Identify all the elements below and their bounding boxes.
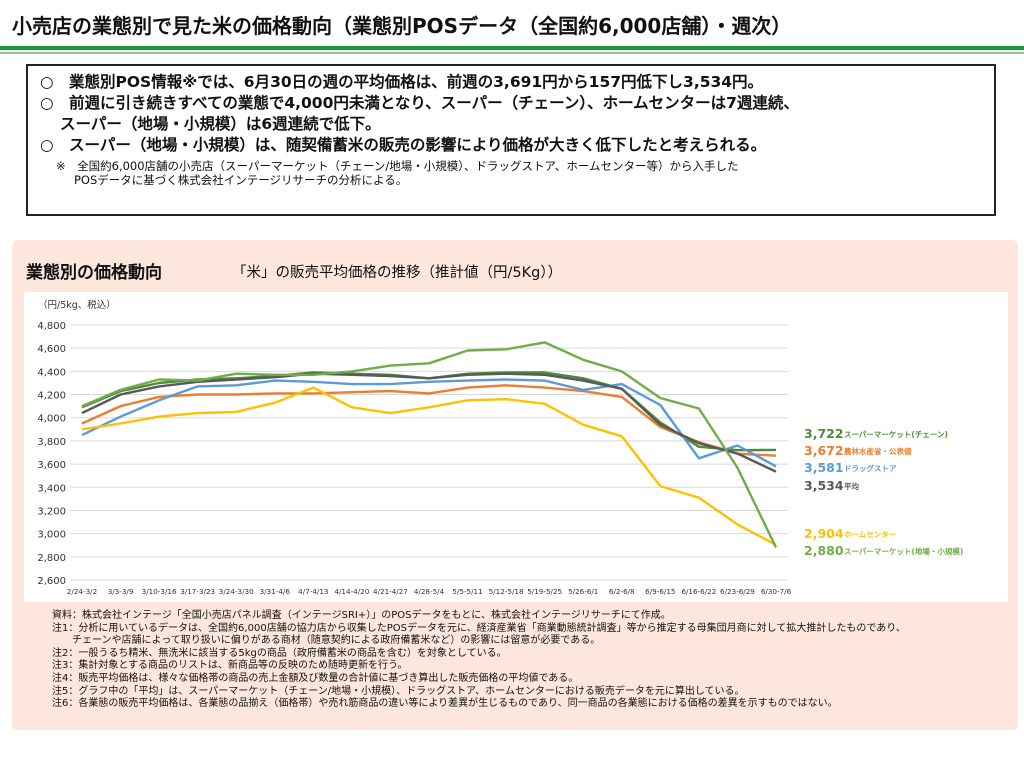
title-underline xyxy=(0,46,1024,50)
summary-point-3: ○ スーパー（地場・小規模）は、随契備蓄米の販売の影響により価格が大きく低下した… xyxy=(40,136,767,154)
x-tick-label: 6/2-6/8 xyxy=(609,587,635,596)
series-end-value: 2,904 xyxy=(804,526,844,541)
series-end-value: 2,880 xyxy=(804,543,844,558)
series-end-name: スーパーマーケット(地場・小規模) xyxy=(844,546,963,556)
note-6: 注6：各業態の販売平均価格は、各業態の品揃え（価格帯）や売れ筋商品の違い等により… xyxy=(52,698,838,710)
series-line-2 xyxy=(81,378,777,468)
x-tick-label: 6/23-6/29 xyxy=(720,587,755,596)
y-tick-label: 2,800 xyxy=(37,553,66,564)
x-tick-label: 4/7-4/13 xyxy=(298,587,328,596)
x-tick-label: 5/26-6/1 xyxy=(568,587,598,596)
series-end-value: 3,672 xyxy=(804,443,844,458)
x-tick-label: 3/17-3/23 xyxy=(180,587,215,596)
x-tick-label: 3/10-3/16 xyxy=(142,587,177,596)
y-tick-label: 4,200 xyxy=(37,391,66,402)
note-2: 注2：一般うるち精米、無洗米に該当する5kgの商品（政府備蓄米の商品を含む）を対… xyxy=(52,647,507,659)
y-tick-label: 4,600 xyxy=(37,344,66,355)
y-tick-label: 3,800 xyxy=(37,437,66,448)
x-tick-label: 5/19-5/25 xyxy=(527,587,562,596)
note-1: 注1：分析に用いているデータは、全国約6,000店舗の協力店から収集したPOSデ… xyxy=(52,622,906,634)
x-tick-label: 5/12-5/18 xyxy=(489,587,524,596)
summary-box: ○ 業態別POS情報※では、6月30日の週の平均価格は、前週の3,691円から1… xyxy=(26,64,996,216)
chart-notes: 資料：株式会社インテージ「全国小売店パネル調査（インテージSRI+）」のPOSデ… xyxy=(52,610,906,711)
x-tick-label: 3/3-3/9 xyxy=(108,587,134,596)
panel-subtitle: 「米」の販売平均価格の推移（推計値（円/5Kg）） xyxy=(232,265,563,281)
summary-point-2: ○ 前週に引き続きすべての業態で4,000円未満となり、スーパー（チェーン）、ホ… xyxy=(40,94,799,112)
line-chart: （円/5kg、税込） 2,600 2,800 3,000 3,200 3,400 3,600… xyxy=(37,299,963,596)
x-tick-label: 2/24-3/2 xyxy=(67,587,97,596)
x-tick-label: 5/5-5/11 xyxy=(452,587,482,596)
series-end-value: 3,534 xyxy=(804,478,844,493)
y-tick-label: 3,000 xyxy=(37,530,66,541)
summary-point-2-cont: スーパー（地場・小規模）は6週連続で低下。 xyxy=(60,115,381,133)
y-tick-label: 4,800 xyxy=(37,321,66,332)
y-tick-label: 3,600 xyxy=(37,460,66,471)
y-tick-label: 4,000 xyxy=(37,414,66,425)
x-tick-label: 4/14-4/20 xyxy=(334,587,369,596)
series-end-value: 3,581 xyxy=(804,460,844,475)
title-underline-secondary xyxy=(0,52,1024,54)
x-tick-label: 6/9-6/15 xyxy=(645,587,675,596)
x-tick-label: 4/21-4/27 xyxy=(373,587,408,596)
note-4: 注4：販売平均価格は、様々な価格帯の商品の売上金額及び数量の合計値に基づき算出し… xyxy=(52,672,579,684)
series-end-name: スーパーマーケット(チェーン) xyxy=(844,429,948,439)
x-tick-label: 3/31-4/6 xyxy=(260,587,291,596)
x-tick-label: 4/28-5/4 xyxy=(414,587,445,596)
x-tick-label: 3/24-3/30 xyxy=(219,587,254,596)
series-end-name: ドラッグストア xyxy=(844,463,897,473)
chart-area: （円/5kg、税込） 2,600 2,800 3,000 3,200 3,400 3,600… xyxy=(24,292,1008,602)
note-5: 注5：グラフ中の「平均」は、スーパーマーケット（チェーン/地場・小規模）、ドラッ… xyxy=(52,685,745,697)
panel-title: 業態別の価格動向 xyxy=(26,263,162,283)
y-tick-label: 3,200 xyxy=(37,506,66,517)
note-source: 資料：株式会社インテージ「全国小売店パネル調査（インテージSRI+）」のPOSデ… xyxy=(52,610,671,621)
note-3: 注3：集計対象とする商品のリストは、新商品等の反映のため随時更新を行う。 xyxy=(52,660,408,672)
y-tick-label: 3,400 xyxy=(37,483,66,494)
series-end-name: 平均 xyxy=(844,481,859,491)
series-line-5 xyxy=(81,341,778,549)
y-tick-label: 4,400 xyxy=(37,367,66,378)
x-tick-label: 6/30-7/6 xyxy=(761,587,792,596)
summary-footnote-cont: POSデータに基づく株式会社インテージリサーチの分析による。 xyxy=(74,173,408,187)
series-end-name: 農林水産省・公表値 xyxy=(844,446,912,456)
page-title: 小売店の業態別で見た米の価格動向（業態別POSデータ（全国約6,000店舗）・週… xyxy=(12,14,792,38)
series-line-3 xyxy=(81,372,777,473)
series-end-name: ホームセンター xyxy=(844,529,896,539)
summary-footnote: ※ 全国約6,000店舗の小売店（スーパーマーケット（チェーン/地場・小規模）、… xyxy=(56,159,739,173)
series-line-4 xyxy=(81,386,777,546)
note-1-cont: チェーンや店舗によって取り扱いに偏りがある商材（随意契約による政府備蓄米など）の… xyxy=(72,635,601,647)
series-end-value: 3,722 xyxy=(804,426,844,441)
summary-point-1: ○ 業態別POS情報※では、6月30日の週の平均価格は、前週の3,691円から1… xyxy=(40,73,764,91)
y-unit-label: （円/5kg、税込） xyxy=(38,299,116,311)
y-tick-label: 2,600 xyxy=(37,576,66,587)
x-tick-label: 6/16-6/22 xyxy=(681,587,716,596)
series-line-1 xyxy=(81,384,777,457)
